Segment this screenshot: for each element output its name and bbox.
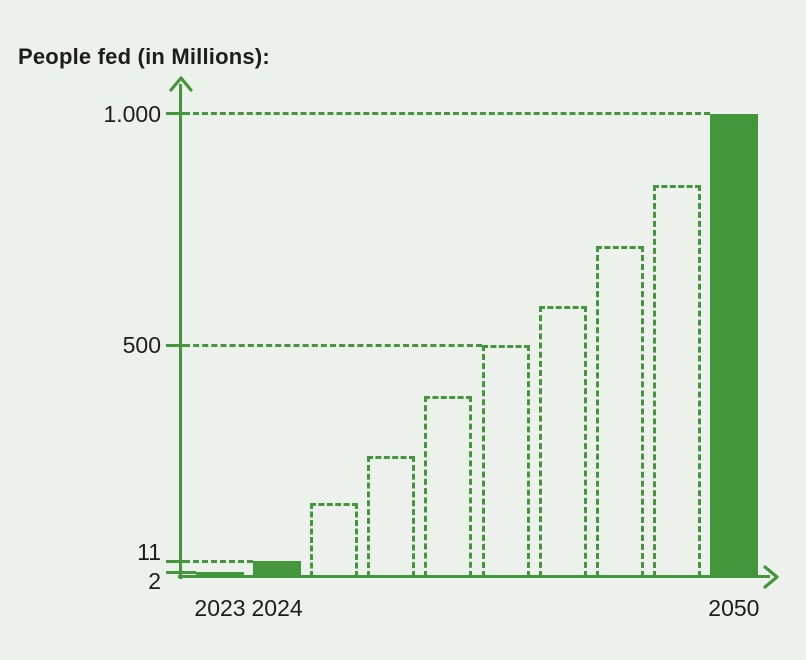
chart-title: People fed (in Millions): (18, 44, 270, 69)
y-axis-tick-11 (166, 559, 187, 563)
x-axis-year-label-2024: 2024 (251, 595, 303, 621)
y-axis-tick-1000 (166, 112, 187, 115)
y-axis-tick-500 (166, 343, 187, 347)
bar-projection-6 (538, 305, 587, 577)
x-axis-year-label-2050: 2050 (708, 595, 760, 621)
x-axis-year-label-2023: 2023 (194, 595, 246, 621)
reference-line-11 (184, 559, 254, 563)
bar-projection-2 (310, 502, 359, 577)
y-axis-tick-label-2: 2 (148, 568, 161, 594)
bar-2023 (196, 572, 244, 577)
y-axis-tick-2 (166, 570, 187, 574)
y-axis-tick-label-11: 11 (137, 539, 161, 565)
bar-projection-4 (424, 396, 473, 577)
x-axis-arrow-icon (763, 565, 779, 589)
y-axis-tick-label-1000: 1.000 (103, 100, 161, 127)
y-axis-line (179, 84, 182, 579)
y-axis-arrow-icon (169, 76, 193, 92)
y-axis-tick-label-500: 500 (122, 332, 161, 359)
bar-2050 (709, 113, 758, 577)
reference-line-2 (184, 570, 196, 574)
bar-2024 (253, 561, 302, 577)
bar-projection-7 (595, 245, 644, 577)
reference-line-1000 (184, 112, 710, 115)
bar-projection-8 (652, 185, 701, 577)
reference-line-500 (184, 343, 482, 347)
x-axis-line (178, 575, 770, 578)
bar-projection-3 (367, 456, 416, 577)
bar-projection-5 (481, 345, 530, 577)
